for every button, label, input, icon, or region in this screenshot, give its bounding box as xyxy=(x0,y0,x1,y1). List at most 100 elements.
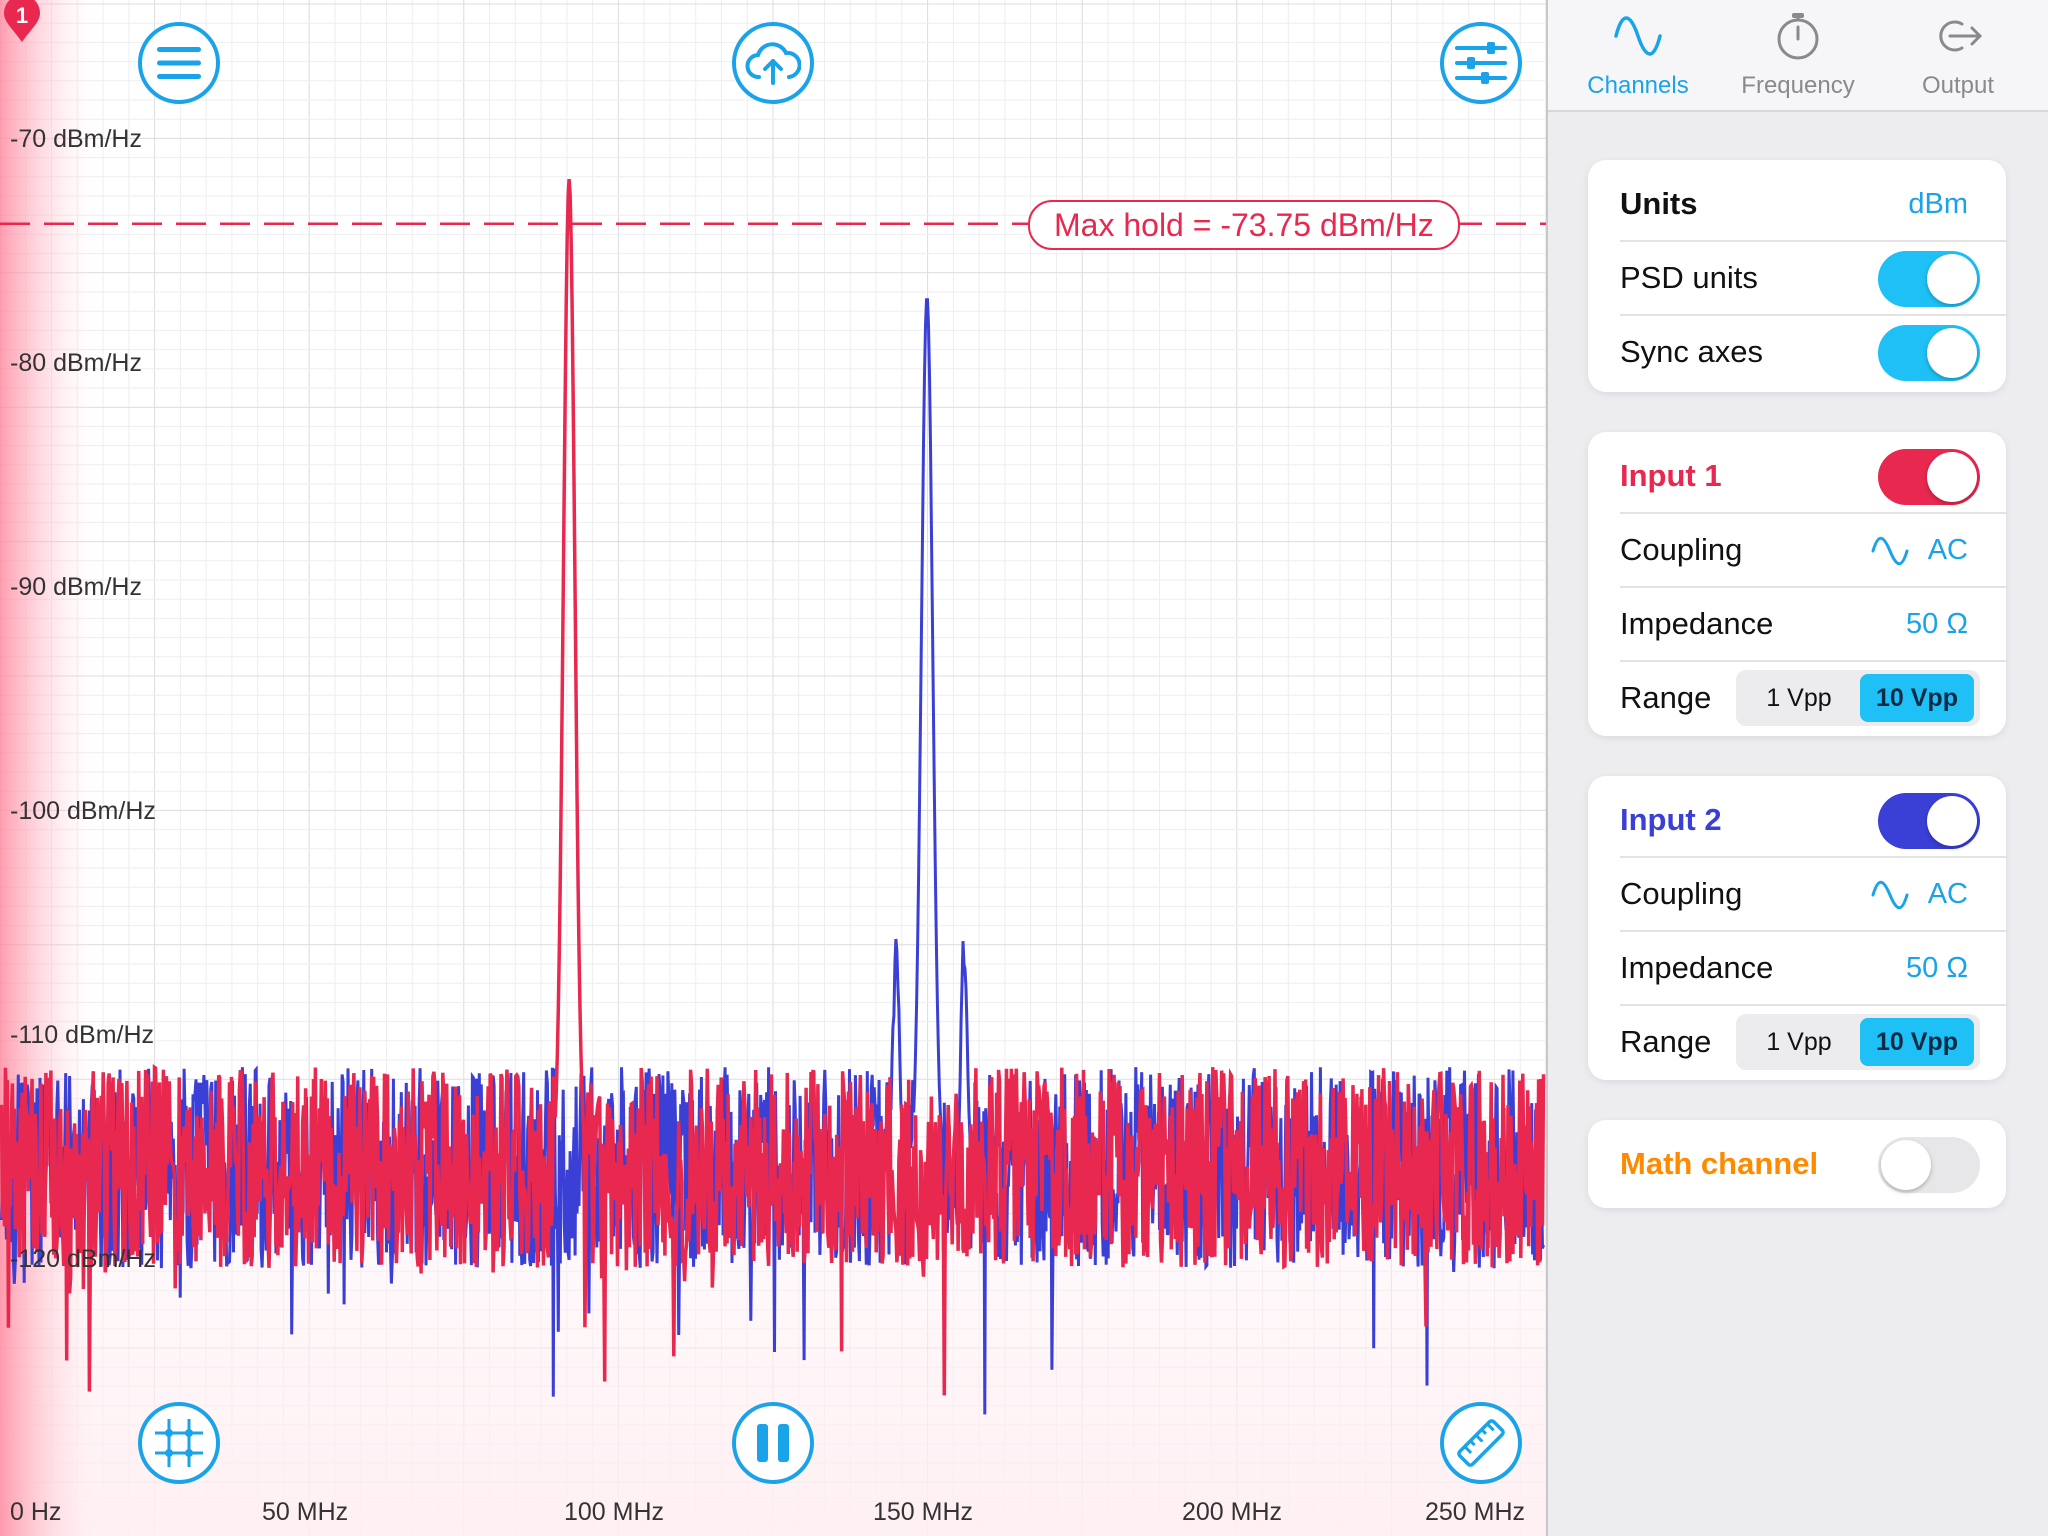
toggle-knob xyxy=(1881,1140,1931,1190)
psd-units-label: PSD units xyxy=(1620,260,1758,295)
sync-axes-toggle[interactable] xyxy=(1878,325,1980,381)
x-tick-label: 50 MHz xyxy=(262,1498,349,1526)
y-tick-label: -90 dBm/Hz xyxy=(10,573,142,601)
range-segmented-control: 1 Vpp 10 Vpp xyxy=(1736,670,1980,726)
math-channel-row: Math channel xyxy=(1620,1128,1980,1200)
tab-label: Frequency xyxy=(1741,72,1855,99)
input1-coupling-row[interactable]: Coupling AC xyxy=(1620,514,1980,586)
tab-label: Output xyxy=(1921,72,1995,99)
divider xyxy=(1620,314,2006,316)
input1-card: Input 1 Coupling AC Impedance 50 Ω Range… xyxy=(1588,432,2006,736)
menu-button[interactable] xyxy=(138,22,220,104)
toggle-knob xyxy=(1927,254,1977,304)
input2-coupling-row[interactable]: Coupling AC xyxy=(1620,858,1980,930)
units-value[interactable]: dBm xyxy=(1908,188,1968,220)
range-label: Range xyxy=(1620,680,1712,715)
input2-card: Input 2 Coupling AC Impedance 50 Ω Range… xyxy=(1588,776,2006,1080)
marker-band xyxy=(0,0,96,1536)
input1-title: Input 1 xyxy=(1620,458,1722,493)
psd-units-toggle[interactable] xyxy=(1878,251,1980,307)
ruler-icon xyxy=(1457,1419,1505,1467)
max-hold-label[interactable]: Max hold = -73.75 dBm/Hz xyxy=(1028,200,1460,250)
range-option-1vpp[interactable]: 1 Vpp xyxy=(1766,1028,1832,1056)
panel-divider xyxy=(1546,0,1548,1536)
range-option-10vpp[interactable]: 10 Vpp xyxy=(1860,674,1974,722)
range-segmented-control: 1 Vpp 10 Vpp xyxy=(1736,1014,1980,1070)
math-channel-toggle[interactable] xyxy=(1878,1137,1980,1193)
toggle-knob xyxy=(1927,328,1977,378)
input1-header-row: Input 1 xyxy=(1620,440,1980,512)
cloud-upload-icon xyxy=(745,42,801,85)
y-tick-label: -100 dBm/Hz xyxy=(10,797,156,825)
menu-icon xyxy=(157,47,201,79)
y-tick-label: -80 dBm/Hz xyxy=(10,349,142,377)
range-option-1vpp[interactable]: 1 Vpp xyxy=(1766,684,1832,712)
input1-range-row: Range 1 Vpp 10 Vpp xyxy=(1620,662,1980,734)
input2-toggle[interactable] xyxy=(1878,793,1980,849)
measure-button[interactable] xyxy=(1440,1402,1522,1484)
divider xyxy=(1620,660,2006,662)
tab-bar: Channels Frequency Output xyxy=(1548,0,2048,112)
tab-channels[interactable]: Channels xyxy=(1558,0,1718,110)
upload-button[interactable] xyxy=(732,22,814,104)
sync-axes-label: Sync axes xyxy=(1620,334,1764,369)
sync-axes-row: Sync axes xyxy=(1620,316,1980,388)
y-tick-label: -120 dBm/Hz xyxy=(10,1245,156,1273)
y-tick-label: -110 dBm/Hz xyxy=(10,1021,155,1049)
tab-label: Channels xyxy=(1587,72,1689,99)
sliders-icon xyxy=(1455,42,1507,84)
x-tick-label: 250 MHz xyxy=(1425,1498,1526,1526)
marker-pin-icon[interactable]: 1 xyxy=(2,0,42,46)
grid-crosshair-icon xyxy=(155,1419,203,1467)
x-tick-label: 150 MHz xyxy=(873,1498,974,1526)
marker-badge: 1 xyxy=(16,3,28,28)
coupling-value[interactable]: AC xyxy=(1927,534,1968,566)
psd-units-row: PSD units xyxy=(1620,242,1980,314)
divider xyxy=(1620,586,2006,588)
impedance-label: Impedance xyxy=(1620,950,1774,985)
coupling-label: Coupling xyxy=(1620,532,1743,567)
divider xyxy=(1620,930,2006,932)
math-channel-card: Math channel xyxy=(1588,1120,2006,1208)
x-tick-label: 0 Hz xyxy=(10,1498,62,1526)
x-tick-label: 100 MHz xyxy=(564,1498,665,1526)
x-tick-label: 200 MHz xyxy=(1182,1498,1283,1526)
range-label: Range xyxy=(1620,1024,1712,1059)
output-arrow-icon xyxy=(1939,20,1982,52)
input1-impedance-row[interactable]: Impedance 50 Ω xyxy=(1620,588,1980,660)
divider xyxy=(1620,1004,2006,1006)
series-input1-line xyxy=(0,178,1546,1396)
spectrum-plot[interactable]: 1 -70 dBm/Hz -80 dBm/Hz -90 dBm/Hz -100 … xyxy=(0,0,1546,1536)
coupling-value[interactable]: AC xyxy=(1927,878,1968,910)
grid-button[interactable] xyxy=(138,1402,220,1484)
sine-wave-icon xyxy=(1614,16,1662,56)
y-tick-label: -70 dBm/Hz xyxy=(10,125,142,153)
divider xyxy=(1620,512,2006,514)
divider xyxy=(1620,240,2006,242)
range-option-10vpp[interactable]: 10 Vpp xyxy=(1860,1018,1974,1066)
toggle-knob xyxy=(1927,796,1977,846)
math-channel-title: Math channel xyxy=(1620,1146,1819,1181)
tab-output[interactable]: Output xyxy=(1878,0,2038,110)
ac-wave-icon xyxy=(1871,880,1909,910)
divider xyxy=(1620,856,2006,858)
input2-title: Input 2 xyxy=(1620,802,1722,837)
impedance-value[interactable]: 50 Ω xyxy=(1906,608,1968,640)
pause-icon xyxy=(757,1424,789,1462)
settings-panel: Channels Frequency Output Units dBm xyxy=(1548,0,2048,1536)
input2-range-row: Range 1 Vpp 10 Vpp xyxy=(1620,1006,1980,1078)
units-row[interactable]: Units dBm xyxy=(1620,168,1980,240)
input1-toggle[interactable] xyxy=(1878,449,1980,505)
impedance-value[interactable]: 50 Ω xyxy=(1906,952,1968,984)
coupling-label: Coupling xyxy=(1620,876,1743,911)
pause-button[interactable] xyxy=(732,1402,814,1484)
units-title: Units xyxy=(1620,186,1698,221)
settings-button[interactable] xyxy=(1440,22,1522,104)
units-card: Units dBm PSD units Sync axes xyxy=(1588,160,2006,392)
input2-header-row: Input 2 xyxy=(1620,784,1980,856)
tab-frequency[interactable]: Frequency xyxy=(1718,0,1878,110)
impedance-label: Impedance xyxy=(1620,606,1774,641)
ac-wave-icon xyxy=(1871,536,1909,566)
input2-impedance-row[interactable]: Impedance 50 Ω xyxy=(1620,932,1980,1004)
toggle-knob xyxy=(1927,452,1977,502)
